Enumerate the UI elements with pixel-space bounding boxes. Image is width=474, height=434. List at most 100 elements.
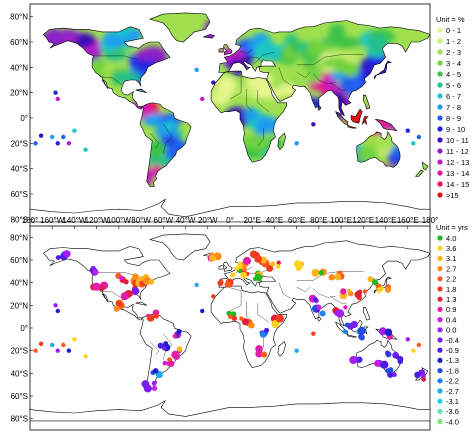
legend-swatch xyxy=(437,181,443,187)
legend-swatch xyxy=(437,192,443,198)
border-15 xyxy=(329,82,347,91)
coastline-madagascar xyxy=(277,341,286,357)
trend-point xyxy=(138,276,144,282)
island-point xyxy=(53,90,58,95)
lat-tick-label: 40°N xyxy=(10,279,28,288)
coastline-nz_north xyxy=(421,161,429,171)
legend-label: 1.8 xyxy=(446,285,456,294)
coastline-north_america xyxy=(42,26,171,110)
trend-point xyxy=(271,320,280,329)
coastline-borneo xyxy=(350,108,363,124)
legend-swatch xyxy=(437,286,443,292)
border-5 xyxy=(257,303,270,323)
lat-tick-label: 80°S xyxy=(11,415,28,424)
lat-tick-label: 40°S xyxy=(11,165,28,174)
trend-point xyxy=(254,273,263,282)
island-point xyxy=(55,141,60,146)
trend-point xyxy=(275,314,284,323)
border-14 xyxy=(235,49,253,58)
legend-label: 2.2 xyxy=(446,275,456,284)
island-point xyxy=(38,341,44,347)
legend-swatch xyxy=(437,357,443,363)
island-point xyxy=(55,96,60,102)
top-map: 80°N 60°N 40°N 20°N 0° 20°S 40°S 60°S 80°S Unit =… xyxy=(10,3,469,233)
trend-point xyxy=(385,350,390,355)
island-point xyxy=(50,342,55,348)
lat-tick-label: 20°N xyxy=(10,301,28,310)
lon-tick-label: 100°E xyxy=(330,216,352,225)
lat-tick-label: 80°N xyxy=(10,13,28,22)
border-5 xyxy=(257,90,270,112)
trend-point xyxy=(420,373,426,379)
border-1 xyxy=(99,291,123,299)
trend-point xyxy=(115,300,123,307)
trend-point xyxy=(123,279,129,285)
lon-tick-label: 140°W xyxy=(62,216,87,225)
legend-label: -0.9 xyxy=(446,346,459,355)
trend-point xyxy=(230,272,236,278)
lat-tick-label: 80°N xyxy=(10,233,28,242)
trend-point xyxy=(162,360,168,366)
trend-point xyxy=(343,305,348,310)
coastline-srilanka xyxy=(317,104,322,111)
legend-swatch xyxy=(437,27,443,33)
lon-tick-label: 140°E xyxy=(375,216,397,225)
trend-point xyxy=(342,329,348,334)
island-point xyxy=(61,134,66,140)
lon-tick-label: 80°W xyxy=(131,216,151,225)
lat-tick-label: 60°N xyxy=(10,38,28,47)
legend-swatch xyxy=(437,337,443,343)
legend-swatch xyxy=(437,126,443,132)
legend-swatch xyxy=(437,159,443,165)
border-12 xyxy=(278,282,292,299)
trend-point xyxy=(367,276,374,282)
trend-point xyxy=(319,310,326,317)
legend-swatch xyxy=(437,137,443,143)
coastline-indonesia xyxy=(335,321,349,336)
island-point xyxy=(55,308,60,314)
lon-tick-label: 100°W xyxy=(107,216,132,225)
legend-swatch xyxy=(437,93,443,99)
island-point xyxy=(416,342,422,348)
trend-points xyxy=(55,250,427,393)
trend-point xyxy=(384,286,392,293)
border-1 xyxy=(99,76,123,86)
trend-point xyxy=(384,328,393,337)
trend-point xyxy=(372,279,379,286)
trend-point xyxy=(157,342,164,349)
trend-point xyxy=(344,322,350,328)
island-point xyxy=(66,348,72,353)
coastline-antarctica xyxy=(30,198,430,223)
legend-swatch xyxy=(437,327,443,333)
trend-point xyxy=(241,265,248,271)
trend-point xyxy=(264,327,270,333)
trend-point xyxy=(266,264,274,272)
island-point xyxy=(72,128,77,133)
coastline-java xyxy=(347,125,357,129)
trend-point xyxy=(153,313,159,319)
legend-swatch xyxy=(437,38,443,44)
island-point xyxy=(294,141,299,146)
coastline-antarctica xyxy=(30,400,430,422)
coastline-australia xyxy=(356,131,401,168)
trend-point xyxy=(248,322,255,329)
trend-point xyxy=(276,260,281,265)
island-point xyxy=(53,303,58,308)
coastline-south_america xyxy=(139,314,192,390)
island-point xyxy=(194,67,199,73)
legend-swatch xyxy=(437,317,443,323)
legend-label: 0.0 xyxy=(446,326,456,335)
lon-tick-label: 120°E xyxy=(352,216,374,225)
coastline-cuba xyxy=(135,88,147,93)
island-point xyxy=(211,294,216,299)
trend-point xyxy=(231,315,238,322)
island-point xyxy=(72,337,77,342)
island-point xyxy=(83,147,88,152)
legend-swatch xyxy=(437,71,443,77)
trend-point xyxy=(334,310,340,317)
land-fill-philippines xyxy=(363,307,370,321)
top-map-panel: 80°N 60°N 40°N 20°N 0° 20°S 40°S 60°S 80°S Unit =… xyxy=(10,3,469,233)
island-point xyxy=(294,348,299,353)
trend-point xyxy=(328,274,335,281)
island-point xyxy=(194,282,199,288)
